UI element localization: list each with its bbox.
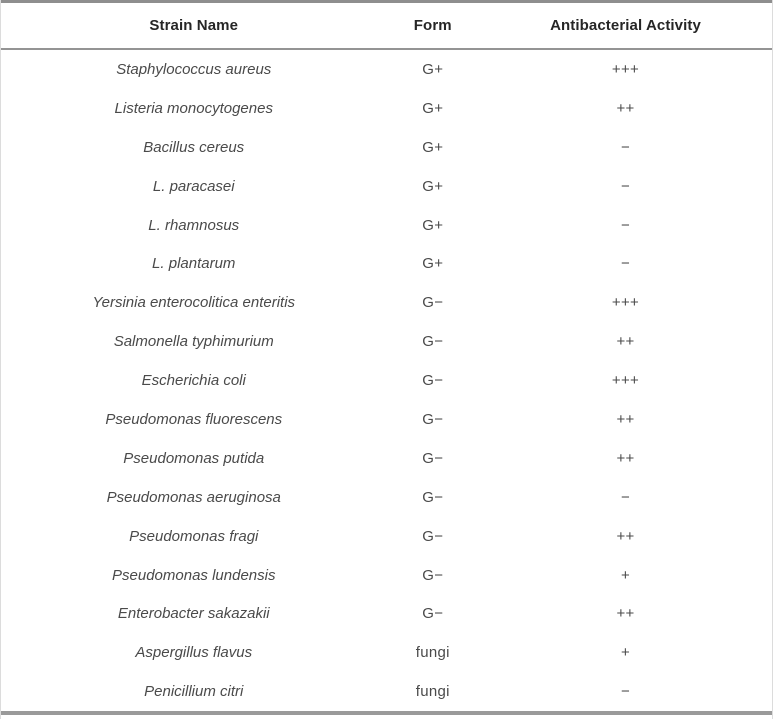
activity-cell: − xyxy=(620,177,631,195)
activity-cell: + xyxy=(620,644,631,662)
strain-name-cell: L. plantarum xyxy=(152,255,236,273)
activity-cell: ++ xyxy=(616,99,635,117)
strain-name-cell: Staphylococcus aureus xyxy=(116,60,272,78)
table-row: L. plantarum G+ − xyxy=(1,244,772,283)
strain-name-cell: Aspergillus flavus xyxy=(135,644,253,662)
form-cell: G− xyxy=(422,488,444,506)
activity-cell: +++ xyxy=(611,60,640,78)
strain-name-cell: Penicillium citri xyxy=(144,683,244,701)
strain-name-cell: Salmonella typhimurium xyxy=(113,333,274,351)
activity-cell: ++ xyxy=(616,449,635,467)
activity-cell: − xyxy=(620,216,631,234)
table-row: Aspergillus flavus fungi + xyxy=(1,633,772,672)
form-cell: G+ xyxy=(422,60,444,78)
activity-cell: − xyxy=(620,683,631,701)
strain-name-cell: Yersinia enterocolitica enteritis xyxy=(92,294,296,312)
form-cell: G+ xyxy=(422,255,444,273)
strain-name-cell: Listeria monocytogenes xyxy=(114,99,273,117)
form-cell: G− xyxy=(422,333,444,351)
table-row: Pseudomonas lundensis G− + xyxy=(1,556,772,595)
strain-name-cell: Pseudomonas fragi xyxy=(129,527,259,545)
activity-cell: +++ xyxy=(611,372,640,390)
strain-name-cell: Pseudomonas aeruginosa xyxy=(106,488,281,506)
activity-cell: ++ xyxy=(616,605,635,623)
form-cell: fungi xyxy=(415,644,450,662)
activity-cell: − xyxy=(620,255,631,273)
table-header: Strain Name Form Antibacterial Activity xyxy=(1,1,772,50)
table-row: Pseudomonas putida G− ++ xyxy=(1,439,772,478)
form-cell: G− xyxy=(422,566,444,584)
strain-name-cell: Bacillus cereus xyxy=(143,138,245,156)
activity-cell: ++ xyxy=(616,333,635,351)
table-row: Yersinia enterocolitica enteritis G− +++ xyxy=(1,283,772,322)
table-row: Listeria monocytogenes G+ ++ xyxy=(1,89,772,128)
activity-cell: ++ xyxy=(616,527,635,545)
strain-name-cell: L. rhamnosus xyxy=(148,216,240,234)
strain-name-cell: Pseudomonas lundensis xyxy=(112,566,276,584)
activity-cell: + xyxy=(620,566,631,584)
form-cell: G− xyxy=(422,294,444,312)
form-cell: fungi xyxy=(415,683,450,701)
header-row: Strain Name Form Antibacterial Activity xyxy=(1,1,772,50)
activity-cell: − xyxy=(620,138,631,156)
table-row: Pseudomonas fragi G− ++ xyxy=(1,517,772,556)
table-row: Salmonella typhimurium G− ++ xyxy=(1,322,772,361)
table-row: Pseudomonas fluorescens G− ++ xyxy=(1,400,772,439)
form-cell: G+ xyxy=(422,216,444,234)
table-row: Enterobacter sakazakii G− ++ xyxy=(1,594,772,633)
activity-cell: ++ xyxy=(616,410,635,428)
activity-cell: +++ xyxy=(611,294,640,312)
form-cell: G+ xyxy=(422,99,444,117)
strain-name-cell: Pseudomonas fluorescens xyxy=(105,410,283,428)
form-cell: G− xyxy=(422,449,444,467)
strain-name-cell: Escherichia coli xyxy=(141,372,246,390)
form-cell: G− xyxy=(422,605,444,623)
form-cell: G− xyxy=(422,527,444,545)
table-row: Pseudomonas aeruginosa G− − xyxy=(1,478,772,517)
form-cell: G− xyxy=(422,372,444,390)
strain-name-cell: L. paracasei xyxy=(152,177,235,195)
table-row: Penicillium citri fungi − xyxy=(1,672,772,713)
table-body: Staphylococcus aureus G+ +++ Listeria mo… xyxy=(1,49,772,713)
form-cell: G− xyxy=(422,410,444,428)
form-cell: G+ xyxy=(422,177,444,195)
table-row: Bacillus cereus G+ − xyxy=(1,128,772,167)
column-header-strain-name: Strain Name xyxy=(1,1,387,50)
table-row: L. rhamnosus G+ − xyxy=(1,206,772,245)
column-header-form: Form xyxy=(386,1,480,50)
table-row: Escherichia coli G− +++ xyxy=(1,361,772,400)
table-row: L. paracasei G+ − xyxy=(1,167,772,206)
column-header-antibacterial-activity: Antibacterial Activity xyxy=(479,1,772,50)
strain-name-cell: Enterobacter sakazakii xyxy=(117,605,270,623)
form-cell: G+ xyxy=(422,138,444,156)
table-row: Staphylococcus aureus G+ +++ xyxy=(1,49,772,89)
strain-name-cell: Pseudomonas putida xyxy=(123,449,265,467)
activity-cell: − xyxy=(620,488,631,506)
